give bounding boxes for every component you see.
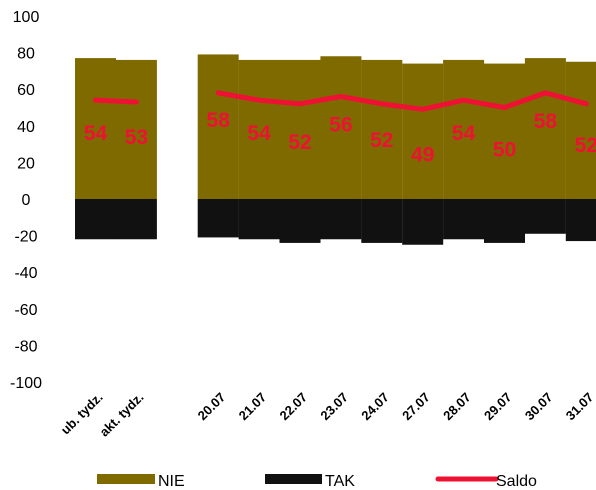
data-label-11: 58 [534,110,558,133]
data-label-10: 50 [493,139,516,162]
y-tick-label: 80 [17,46,35,63]
bar-nie-5 [279,59,321,199]
x-tick-label: 30.07 [522,390,556,424]
bar-tak-6 [320,199,362,240]
x-tick-label: 23.07 [317,390,351,424]
y-tick-label: -40 [14,265,37,282]
bar-nie-3 [197,54,239,200]
y-tick-label: -60 [14,302,37,319]
bar-tak-4 [238,199,280,240]
data-label-8: 49 [411,143,434,166]
y-tick-label: 60 [17,82,35,99]
saldo-line-segment-1 [215,90,589,112]
x-axis: ub. tydz.akt. tydz. 20.07 21.07 22.07 23.07 2… [58,390,596,440]
bar-tak-0 [75,199,116,240]
data-label-7: 52 [370,129,393,152]
bar-nie-11 [524,58,566,200]
x-tick-label: 31.07 [563,390,596,424]
x-tick-label: 29.07 [481,390,515,424]
y-tick-label: 40 [17,119,35,136]
x-tick-label: 28.07 [440,390,474,424]
x-tick-label: 24.07 [358,390,392,424]
bar-tak-10 [484,199,525,243]
y-axis: 100 80 60 40 20 0 -20 -40 -60 -80 -100 [10,9,42,392]
data-label-4: 54 [247,122,271,145]
saldo-line-layer [93,90,589,112]
bar-tak-11 [524,199,566,234]
x-tick-label: 21.07 [236,390,270,424]
bar-tak-3 [197,199,239,238]
bar-tak-12 [565,199,596,242]
bars-layer [75,54,596,245]
bar-nie-7 [361,59,403,199]
x-tick-label: 27.07 [399,390,433,424]
bar-tak-5 [279,199,321,243]
data-label-6: 56 [329,114,352,137]
bar-nie-9 [443,59,485,199]
bar-tak-9 [443,199,485,240]
y-tick-label: 0 [22,192,31,209]
data-label-5: 52 [288,131,311,154]
data-label-0: 54 [84,122,108,145]
data-label-3: 58 [207,109,231,132]
legend-swatch-tak [265,474,322,484]
legend-label-nie: NIE [158,473,185,490]
bar-nie-8 [402,63,444,199]
data-label-9: 54 [452,122,476,145]
x-tick-label: akt. tydz. [97,390,147,440]
y-tick-label: -80 [14,338,37,355]
bar-nie-1 [115,59,157,199]
bar-nie-12 [565,61,596,199]
legend-label-saldo: Saldo [496,473,537,490]
bar-tak-1 [115,199,157,240]
bar-nie-4 [238,59,280,199]
bar-nie-0 [75,58,116,200]
bar-nie-6 [320,56,362,200]
data-label-12: 52 [575,134,596,157]
y-tick-label: 20 [17,155,35,172]
legend-swatch-nie [97,474,155,484]
saldo-line-segment-0 [93,97,139,105]
data-labels-layer: 54 53 58 54 52 56 52 49 54 50 58 52 [84,109,596,166]
x-tick-label: 20.07 [195,390,229,424]
bar-nie-10 [484,63,525,199]
bar-tak-7 [361,199,403,243]
legend: NIE TAK Saldo [97,473,537,490]
y-tick-label: -20 [14,229,37,246]
y-tick-label: -100 [10,375,42,392]
x-tick-label: 22.07 [277,390,311,424]
bar-tak-8 [402,199,444,245]
legend-label-tak: TAK [325,473,355,490]
y-tick-label: 100 [13,9,40,26]
data-label-1: 53 [125,126,148,149]
